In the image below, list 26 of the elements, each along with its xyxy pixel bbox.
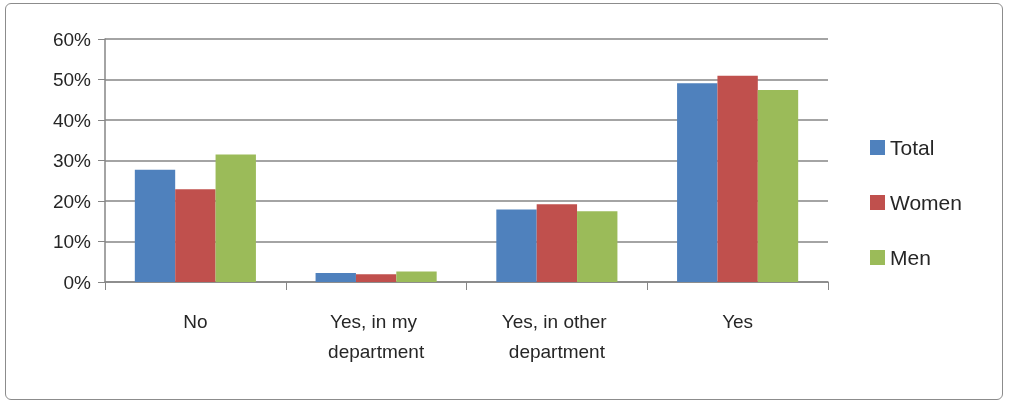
y-tick-label: 30% xyxy=(52,150,92,171)
y-tick-label: 60% xyxy=(52,28,92,50)
y-tick-label: 10% xyxy=(52,231,92,252)
y-tick-label: 0% xyxy=(63,271,92,293)
x-tick-label: Yes, in my department xyxy=(328,310,425,362)
bar xyxy=(315,273,356,282)
x-tick-label: Yes xyxy=(722,310,754,332)
legend-label: Women xyxy=(890,191,962,214)
bar xyxy=(175,189,216,282)
bar xyxy=(396,271,437,282)
legend-label: Men xyxy=(890,246,931,269)
y-tick-label: 20% xyxy=(52,190,92,212)
bar xyxy=(355,274,397,282)
bar xyxy=(536,204,578,282)
x-tick-label: Yes, in other department xyxy=(501,310,612,362)
bar xyxy=(577,211,618,282)
bar xyxy=(757,90,799,282)
bar xyxy=(134,169,176,282)
y-tick-label: 50% xyxy=(52,69,92,90)
bar xyxy=(677,83,718,282)
x-tick-label: No xyxy=(183,310,208,332)
bar xyxy=(496,209,537,282)
legend-label: Total xyxy=(890,136,935,159)
bar xyxy=(717,75,758,282)
y-tick-label: 40% xyxy=(52,109,92,131)
bar xyxy=(215,154,256,282)
